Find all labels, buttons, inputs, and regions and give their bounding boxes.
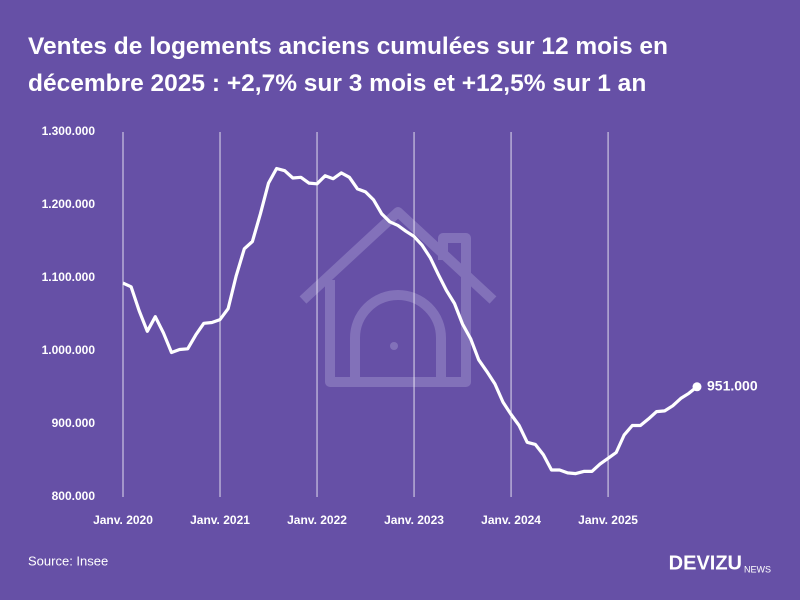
line <box>122 166 699 476</box>
x-tick-label: Janv. 2020 <box>93 513 153 527</box>
x-tick-label: Janv. 2025 <box>578 513 638 527</box>
house-icon <box>299 207 497 387</box>
x-tick-label: Janv. 2022 <box>287 513 347 527</box>
x-tick-label: Janv. 2024 <box>481 513 541 527</box>
y-tick-label: 1.100.000 <box>42 270 96 284</box>
chart-title: Ventes de logements anciens cumulées sur… <box>28 33 668 97</box>
source: Source: Insee <box>28 553 108 568</box>
value-label: 951.000 <box>707 377 758 393</box>
x-tick-label: Janv. 2023 <box>384 513 444 527</box>
y-tick-label: 1.200.000 <box>42 197 96 211</box>
brand: DEVIZU <box>669 552 742 574</box>
x-tick-label: Janv. 2021 <box>190 513 250 527</box>
y-tick-label: 1.000.000 <box>42 343 96 357</box>
plot: 800.000 900.000 1.000.000 1.100.000 1.200.00… <box>42 124 758 527</box>
brand-suffix: NEWS <box>744 564 771 574</box>
y-tick-label: 1.300.000 <box>42 124 96 138</box>
y-tick-label: 800.000 <box>52 489 96 503</box>
end-point <box>692 382 702 392</box>
y-tick-label: 900.000 <box>52 416 96 430</box>
